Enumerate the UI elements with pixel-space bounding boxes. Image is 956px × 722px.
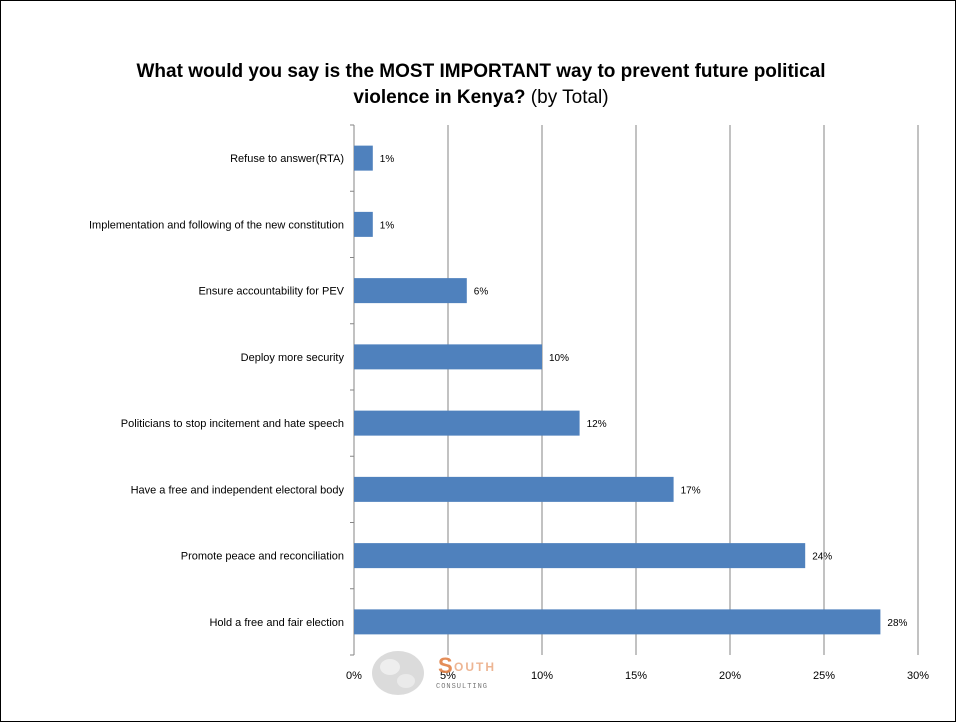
category-label: Refuse to answer(RTA) xyxy=(230,153,344,165)
x-tick-label: 0% xyxy=(346,670,362,682)
bar xyxy=(354,476,674,502)
chart-title: What would you say is the MOST IMPORTANT… xyxy=(131,59,831,111)
category-label: Ensure accountability for PEV xyxy=(198,286,344,298)
svg-text:OUTH: OUTH xyxy=(454,660,496,674)
x-tick-label: 15% xyxy=(625,670,647,682)
data-label: 1% xyxy=(380,220,395,231)
bar xyxy=(354,278,467,304)
category-label: Promote peace and reconciliation xyxy=(181,551,344,563)
x-tick-label: 5% xyxy=(440,670,456,682)
data-label: 6% xyxy=(474,287,489,298)
data-label: 10% xyxy=(549,353,569,364)
category-label: Hold a free and fair election xyxy=(209,617,344,629)
logo-brand-initial: S xyxy=(438,653,453,678)
x-tick-label: 20% xyxy=(719,670,741,682)
category-label: Have a free and independent electoral bo… xyxy=(131,484,345,496)
category-label: Politicians to stop incitement and hate … xyxy=(121,418,344,430)
category-label: Deploy more security xyxy=(241,352,345,364)
x-tick-label: 25% xyxy=(813,670,835,682)
data-label: 17% xyxy=(681,485,701,496)
logo-subtitle: CONSULTING xyxy=(436,683,488,691)
bar xyxy=(354,344,542,370)
x-tick-label: 30% xyxy=(907,670,929,682)
south-consulting-logo: S OUTH CONSULTING xyxy=(372,651,496,695)
category-label: Implementation and following of the new … xyxy=(89,219,344,231)
bar xyxy=(354,543,806,569)
bar xyxy=(354,145,373,171)
x-tick-label: 10% xyxy=(531,670,553,682)
bar xyxy=(354,410,580,436)
chart-title-suffix: (by Total) xyxy=(530,87,609,108)
data-label: 1% xyxy=(380,154,395,165)
bar xyxy=(354,211,373,237)
bar xyxy=(354,609,881,635)
data-label: 24% xyxy=(812,552,832,563)
data-label: 28% xyxy=(887,618,907,629)
chart-title-bold: What would you say is the MOST IMPORTANT… xyxy=(136,61,826,108)
data-label: 12% xyxy=(587,419,607,430)
